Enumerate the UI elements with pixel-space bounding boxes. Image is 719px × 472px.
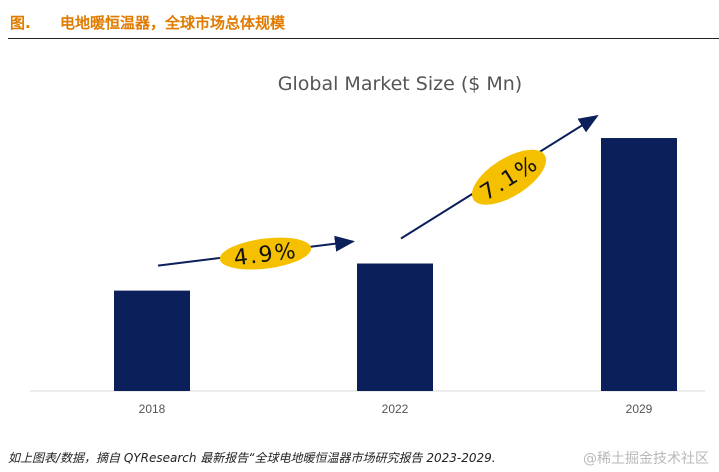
x-tick-label: 2022 xyxy=(382,402,409,416)
figure-title: 电地暖恒温器，全球市场总体规模 xyxy=(60,14,286,32)
x-tick-label: 2018 xyxy=(139,402,166,416)
figure-label: 图. xyxy=(10,14,31,32)
growth-annotations: 4.9%7.1% xyxy=(157,114,599,271)
bar-2018 xyxy=(114,290,190,391)
growth-badge: 4.9% xyxy=(219,237,312,271)
x-ticks-group: 2018 2022 2029 xyxy=(139,402,653,416)
watermark: @稀土掘金技术社区 xyxy=(583,451,709,467)
header-divider xyxy=(8,38,719,39)
bar-2029 xyxy=(601,138,677,391)
badge-ellipse xyxy=(219,237,312,270)
chart-title: Global Market Size ($ Mn) xyxy=(278,73,522,95)
figure-header: 图. 电地暖恒温器，全球市场总体规模 xyxy=(8,10,719,38)
x-tick-label: 2029 xyxy=(626,402,653,416)
badge-ellipse xyxy=(471,149,547,205)
source-note: 如上图表/数据，摘自 QYResearch 最新报告“全球电地暖恒温器市场研究报… xyxy=(8,451,496,465)
bar-2022 xyxy=(357,263,433,391)
market-size-chart: Global Market Size ($ Mn) 2018 2022 2029 4… xyxy=(30,73,705,416)
bars-group xyxy=(114,138,677,391)
